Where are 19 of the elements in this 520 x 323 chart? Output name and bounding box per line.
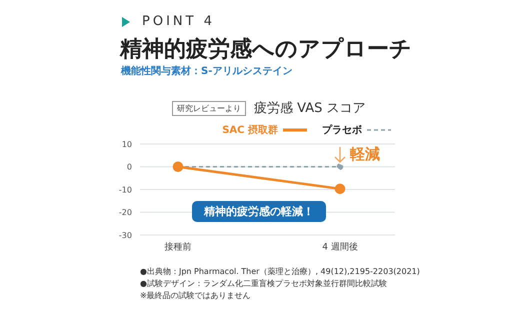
annotation: 軽減 — [350, 145, 380, 164]
text: ●試験デザイン：ランダム化二重盲検プラセボ対象並行群間比較試験 — [140, 278, 388, 290]
y-tick-label: -30 — [118, 230, 132, 240]
y-tick-label: 10 — [122, 140, 132, 149]
y-tick-label: -20 — [118, 208, 132, 218]
chart-title: 精神的疲労感へのアプローチ — [120, 36, 412, 64]
x-tick-label: 4 週間後 — [322, 241, 358, 252]
legend-label: プラセボ — [322, 123, 362, 137]
chart-subtitle: 機能性関与素材：S-アリルシステイン — [121, 64, 292, 78]
text: ※最終品の試験ではありません — [140, 290, 252, 302]
text: 疲労感 VAS スコア — [254, 100, 366, 117]
legend-label: SAC 摂取群 — [222, 124, 278, 137]
text: POINT 4 — [142, 14, 215, 29]
x-tick-label: 接種前 — [164, 241, 192, 252]
y-tick-label: 0 — [126, 162, 132, 172]
y-tick-label: -10 — [118, 185, 132, 194]
text: ●出典物：Jpn Pharmacol. Ther（薬理と治療）, 49(12),2195-2203(2021) — [140, 266, 420, 278]
annotation: 精神的疲労感の軽減！ — [192, 201, 326, 222]
text: 研究レビューより — [172, 100, 246, 116]
